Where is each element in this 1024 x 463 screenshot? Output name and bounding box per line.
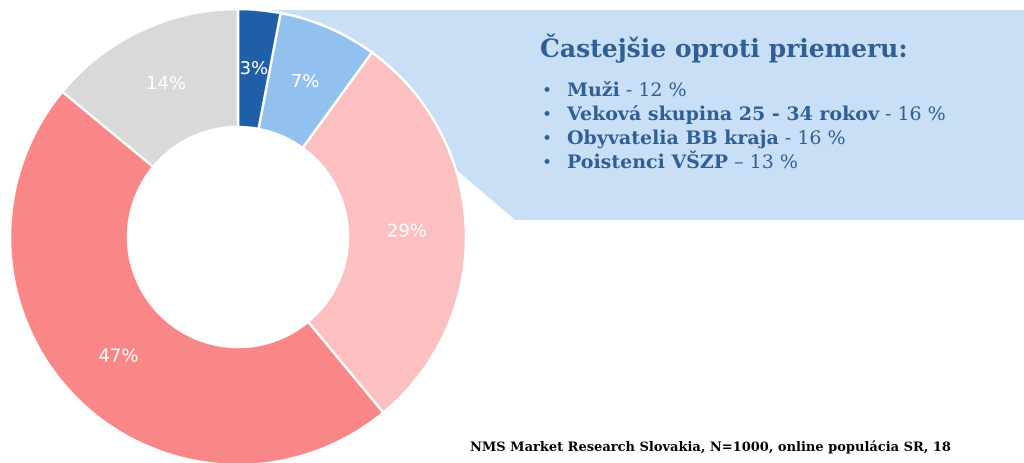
callout-item: Muži - 12 % (567, 79, 687, 101)
item-label: Obyvatelia BB kraja (567, 127, 779, 149)
callout-background (270, 10, 1024, 220)
slice-label: 14% (146, 73, 186, 94)
item-label: Muži (567, 79, 620, 101)
source-note: NMS Market Research Slovakia, N=1000, on… (470, 440, 951, 455)
donut-slice (8, 89, 386, 463)
callout-item: Poistenci VŠZP – 13 % (567, 150, 798, 173)
callout-item: Obyvatelia BB kraja - 16 % (567, 127, 846, 149)
item-label: Poistenci VŠZP (567, 150, 728, 173)
callout-title: Častejšie oproti priemeru: (540, 34, 908, 63)
item-detail: - 16 % (885, 103, 946, 125)
callout-item: Veková skupina 25 - 34 rokov - 16 % (566, 103, 946, 125)
donut-slice (60, 7, 240, 169)
slice-label: 47% (98, 346, 138, 367)
bullet: • (542, 153, 552, 173)
item-label: Veková skupina 25 - 34 rokov (566, 103, 880, 125)
item-detail: - 16 % (785, 127, 846, 149)
bullet: • (542, 129, 552, 149)
donut-slice (300, 50, 468, 415)
bullet: • (542, 81, 552, 101)
callout-list: • Muži - 12 % • Veková skupina 25 - 34 rokov… (542, 79, 946, 173)
slice-label: 7% (291, 71, 320, 92)
slice-label: 3% (240, 58, 269, 79)
item-detail: – 13 % (734, 151, 798, 173)
bullet: • (542, 105, 552, 125)
donut: 3% 7% 29% 47% 14% (8, 7, 468, 463)
slice-label: 29% (387, 221, 427, 242)
item-detail: - 12 % (626, 79, 687, 101)
